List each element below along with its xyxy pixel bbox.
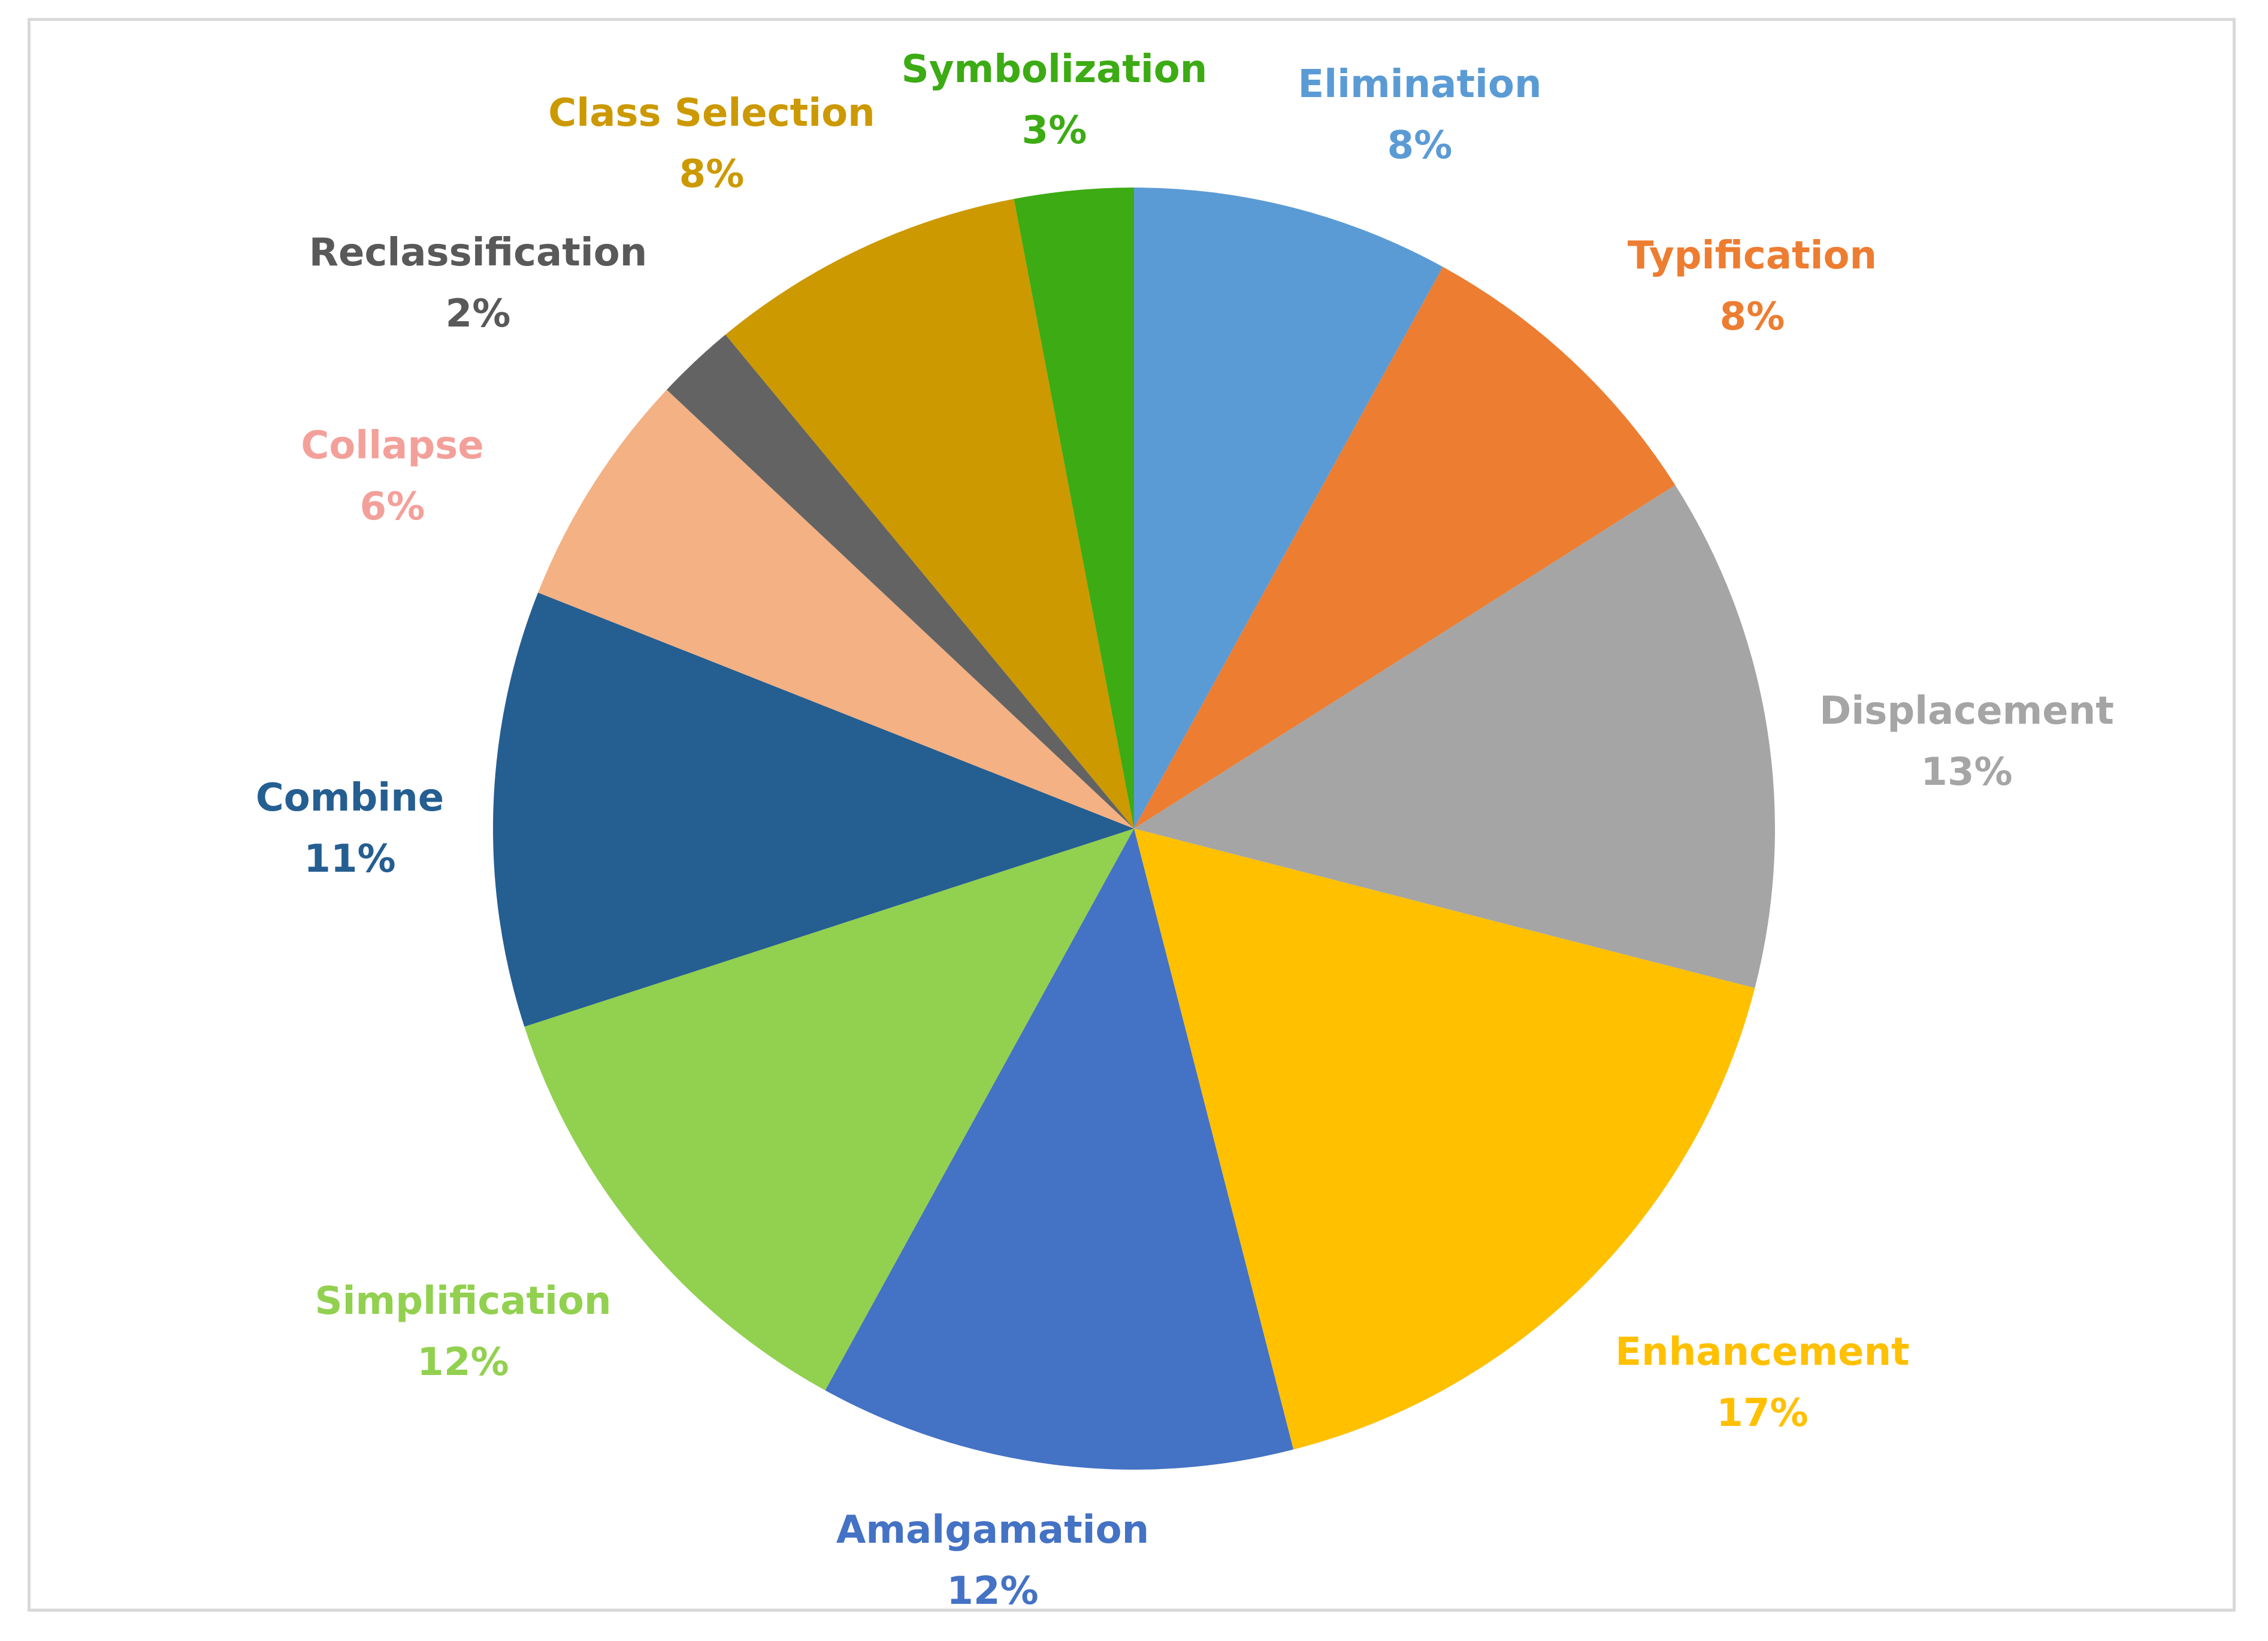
slice-value-combine: 11% [304, 837, 395, 881]
pie-slice-combine [493, 593, 1134, 1027]
pie-slice-displacement [1134, 485, 1775, 989]
pie-slice-enhancement [1134, 829, 1755, 1450]
pie-slice-elimination [1134, 188, 1443, 829]
slice-label-elimination: Elimination [1298, 62, 1541, 107]
pie-slice-typification [1134, 267, 1676, 829]
slice-value-elimination: 8% [1387, 123, 1453, 168]
slice-label-simplification: Simplification [315, 1279, 611, 1323]
pie-slice-reclassification [667, 334, 1134, 829]
pie-slice-simplification [524, 829, 1134, 1391]
slice-value-displacement: 13% [1921, 750, 2012, 794]
slice-value-typification: 8% [1720, 295, 1785, 339]
slice-label-typification: Typification [1628, 234, 1877, 278]
pie-slice-symbolization [1014, 188, 1134, 829]
slice-label-enhancement: Enhancement [1615, 1330, 1909, 1374]
slice-label-reclassification: Reclassification [309, 231, 648, 275]
pie-slice-class-selection [725, 198, 1134, 829]
slice-value-enhancement: 17% [1716, 1391, 1808, 1436]
slice-value-simplification: 12% [417, 1340, 509, 1385]
slice-value-amalgamation: 12% [946, 1569, 1038, 1613]
slice-value-symbolization: 3% [1022, 108, 1087, 153]
slice-label-amalgamation: Amalgamation [836, 1508, 1149, 1552]
slice-value-reclassification: 2% [446, 292, 511, 336]
slice-label-combine: Combine [256, 776, 444, 820]
slice-value-collapse: 6% [360, 485, 425, 529]
slice-label-symbolization: Symbolization [902, 47, 1208, 92]
slice-label-collapse: Collapse [301, 424, 483, 468]
pie-slice-collapse [538, 389, 1134, 829]
slice-label-displacement: Displacement [1819, 689, 2114, 733]
slice-value-class-selection: 8% [679, 152, 745, 197]
slice-label-class-selection: Class Selection [548, 91, 875, 135]
pie-slice-amalgamation [825, 829, 1294, 1470]
